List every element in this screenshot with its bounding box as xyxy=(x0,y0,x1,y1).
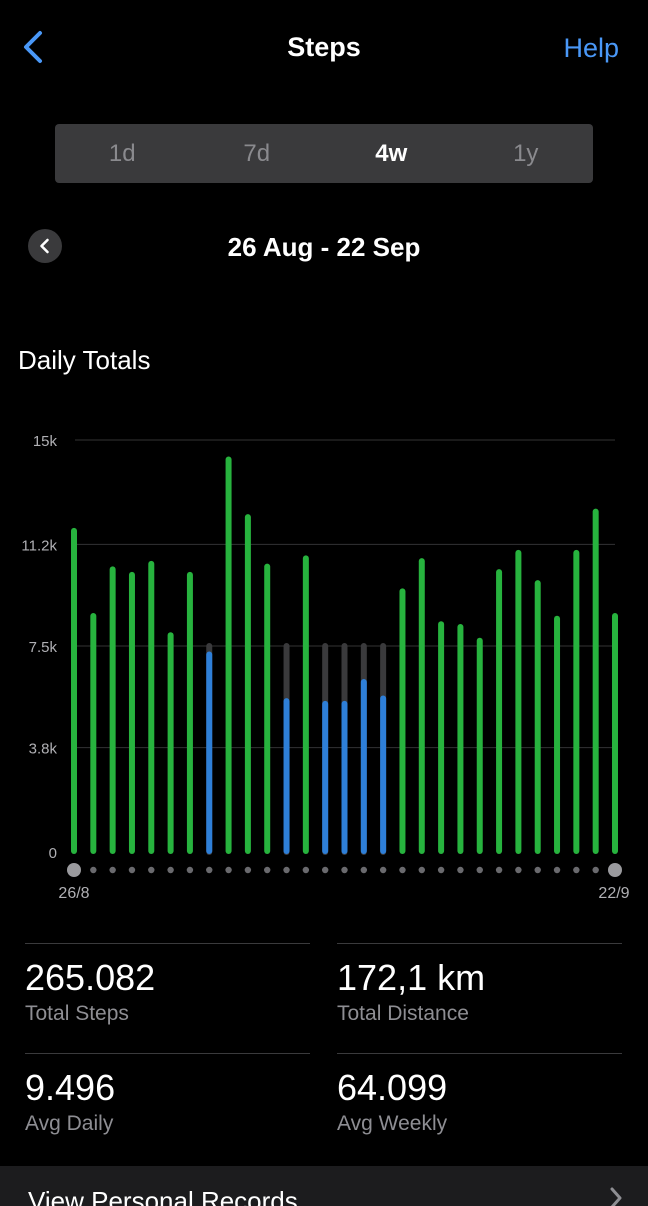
chevron-left-icon xyxy=(40,238,49,254)
segment-1y[interactable]: 1y xyxy=(513,140,539,167)
day-dot xyxy=(90,866,97,874)
day-dot xyxy=(302,866,310,874)
segment-1d[interactable]: 1d xyxy=(108,140,136,167)
personal-records-label: View Personal Records xyxy=(28,1186,298,1206)
stat-label: Total Steps xyxy=(25,1002,129,1025)
stat-value: 172,1 km xyxy=(337,957,486,998)
personal-records-row[interactable]: View Personal Records xyxy=(0,1166,648,1206)
day-dot xyxy=(360,866,368,874)
day-dot xyxy=(167,866,174,874)
day-dot xyxy=(573,866,580,874)
day-dot xyxy=(321,866,329,874)
segment-7d[interactable]: 7d xyxy=(243,140,271,167)
previous-period-button[interactable] xyxy=(28,229,62,263)
segment-4w[interactable]: 4w xyxy=(375,140,408,167)
day-dot xyxy=(553,866,561,874)
day-dot xyxy=(225,866,232,874)
day-dot xyxy=(283,866,290,874)
chevron-left-icon[interactable] xyxy=(20,30,48,64)
stat-value: 9.496 xyxy=(25,1067,116,1108)
stat-label: Total Distance xyxy=(337,1002,469,1025)
stat-label: Avg Weekly xyxy=(337,1112,448,1135)
day-dot xyxy=(457,866,464,874)
day-dot xyxy=(109,866,116,874)
stat-avg-daily: 9.496 Avg Daily xyxy=(25,1053,310,1136)
day-dot xyxy=(515,866,522,874)
stat-total-distance: 172,1 km Total Distance xyxy=(337,943,622,1026)
stat-avg-weekly: 64.099 Avg Weekly xyxy=(337,1053,622,1136)
day-dot xyxy=(67,863,81,877)
daily-totals-chart: 15k 11.2k 7.5k 3.8k 0 26/8 22/9 xyxy=(21,433,629,902)
stat-value: 64.099 xyxy=(337,1067,448,1108)
page-title: Steps xyxy=(287,32,361,62)
section-title: Daily Totals xyxy=(18,345,151,375)
x-end-label: 22/9 xyxy=(598,885,629,902)
stat-total-steps: 265.082 Total Steps xyxy=(25,943,310,1026)
y-tick-label: 11.2k xyxy=(21,537,57,554)
day-dot xyxy=(608,863,622,877)
day-dot xyxy=(264,866,271,874)
day-dot xyxy=(418,866,425,874)
nav-bar: Steps Help xyxy=(0,0,648,100)
day-dot xyxy=(534,866,541,874)
day-dot xyxy=(206,866,213,874)
day-dot xyxy=(186,866,194,874)
date-range-row: 26 Aug - 22 Sep xyxy=(0,222,648,272)
day-dot xyxy=(592,866,599,874)
y-tick-label: 0 xyxy=(49,845,57,862)
day-dot xyxy=(476,866,483,874)
date-range-label: 26 Aug - 22 Sep xyxy=(227,232,421,262)
chevron-right-icon xyxy=(610,1187,622,1206)
day-dot xyxy=(495,866,503,874)
day-dot xyxy=(244,866,252,874)
day-dot xyxy=(341,866,348,874)
day-dot xyxy=(148,866,155,874)
y-tick-label: 15k xyxy=(33,433,58,450)
day-dot xyxy=(437,866,445,874)
y-tick-label: 3.8k xyxy=(29,741,58,758)
stat-label: Avg Daily xyxy=(25,1112,114,1135)
day-dot xyxy=(379,866,387,874)
stat-value: 265.082 xyxy=(25,957,156,998)
day-dot xyxy=(128,866,136,874)
y-tick-label: 7.5k xyxy=(29,639,58,656)
day-dot xyxy=(399,866,406,874)
period-segmented-control: 1d 7d 4w 1y xyxy=(55,124,593,183)
x-start-label: 26/8 xyxy=(58,885,89,902)
help-button[interactable]: Help xyxy=(563,33,619,63)
